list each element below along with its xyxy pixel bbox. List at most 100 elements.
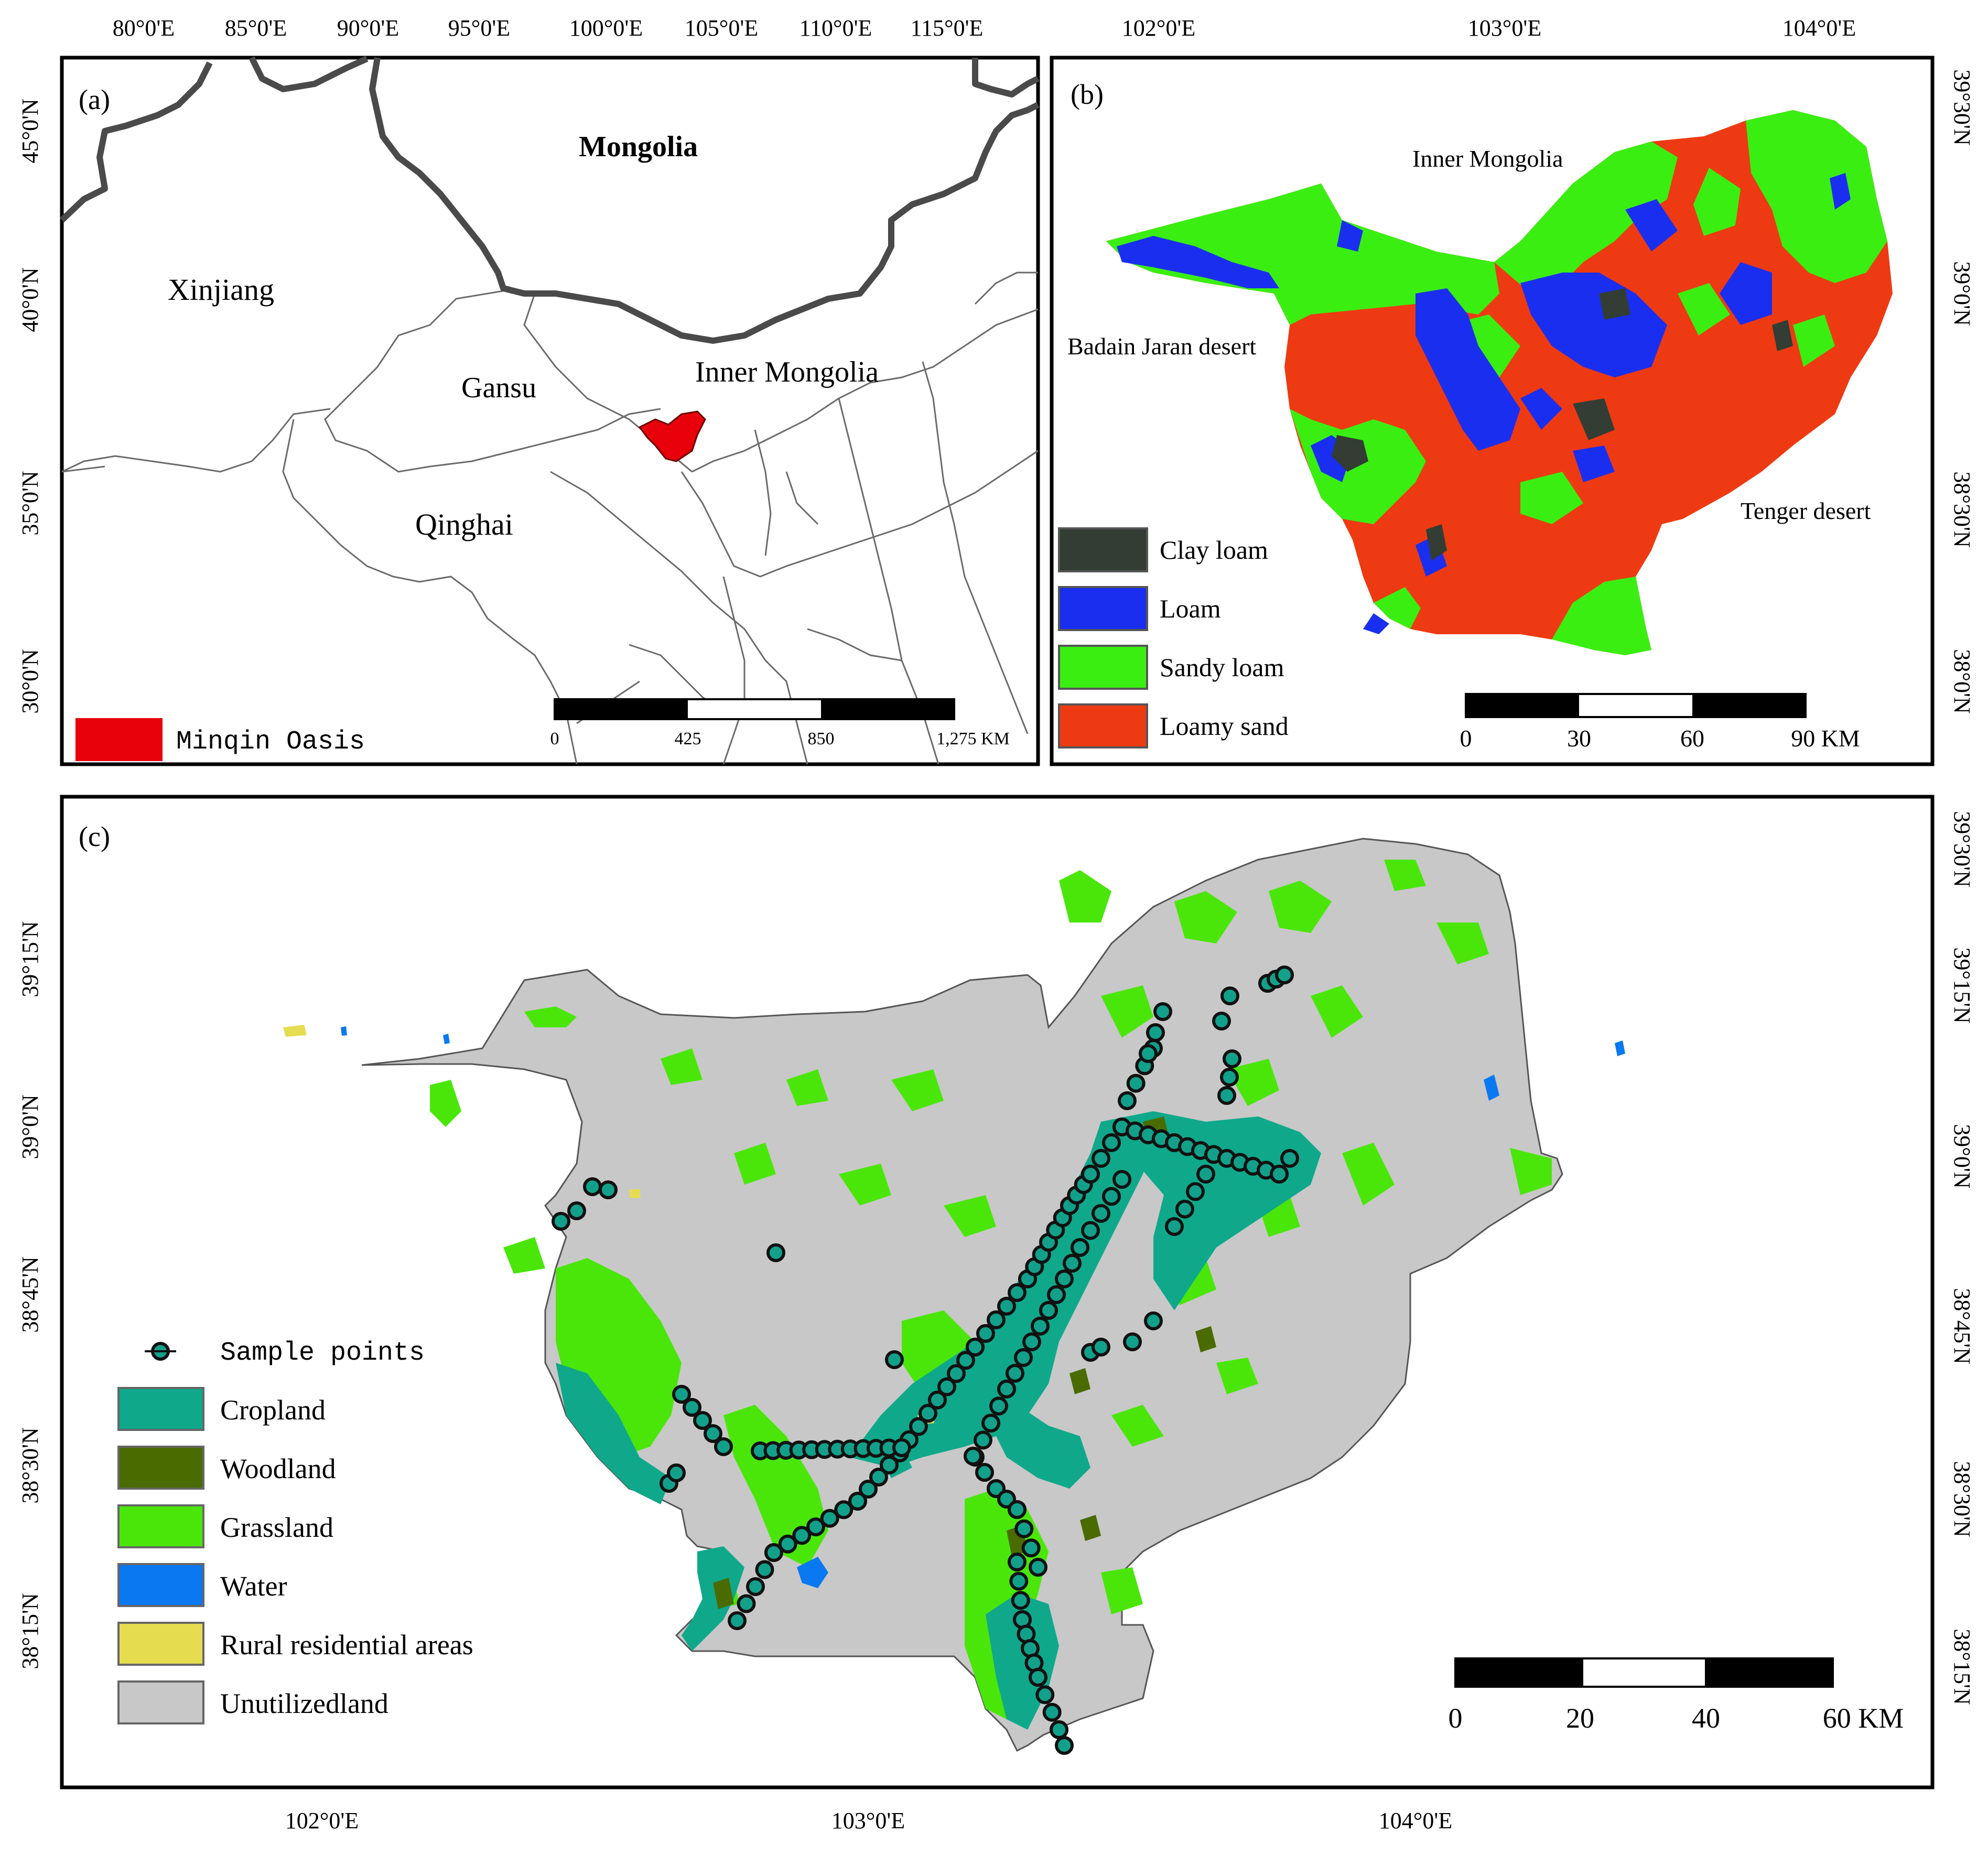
panel-c-scale-20: 20 [1566,1702,1594,1734]
panel-c-scale-60: 60 KM [1823,1702,1904,1734]
sample-point [966,1338,985,1357]
panel-b-tick-3830n: 38°30'N [1949,471,1975,547]
sample-point [672,1385,691,1404]
sample-point [552,1212,570,1231]
sample-point [1071,1238,1089,1257]
minqin-oasis-shape [638,410,706,462]
sample-point [1165,1217,1184,1236]
sample-point [937,1377,956,1396]
sample-point [885,1350,904,1369]
sample-point [928,1391,947,1409]
legend-label-sample-points: Sample points [220,1338,425,1368]
panel-c-right-tick-3915n: 39°15'N [1949,947,1975,1023]
panel-b-tick-103e: 103°0'E [1468,15,1541,41]
panel-b-legend-swatches [1058,527,1148,748]
panel-b-tick-390n: 39°0'N [1949,261,1975,326]
sample-point [1146,1023,1165,1042]
panel-a-scale-1275: 1,275 KM [936,729,1010,748]
sample-point [1123,1332,1142,1351]
sample-point [1126,1073,1146,1093]
sample-point [997,1297,1016,1316]
place-xinjiang: Xinjiang [168,273,274,307]
sample-point [583,1177,602,1196]
sample-point [1212,1012,1231,1030]
panel-c-right-tick-390n: 39°0'N [1949,1124,1975,1188]
sample-point [1039,1301,1058,1320]
place-tenger: Tenger desert [1741,497,1871,524]
minqin-oasis-legend-swatch [75,718,163,761]
sample-point [728,1611,747,1630]
panel-c-right-tick-3845n: 38°45'N [1949,1288,1975,1364]
panel-a-tick-100e: 100°0'E [569,15,643,41]
legend-swatch-water [117,1563,204,1607]
panel-c-left-tick-390n: 39°0'N [17,1094,43,1159]
sample-point [599,1180,618,1199]
sample-point [693,1411,712,1430]
sample-point [737,1594,756,1613]
sample-point [1047,1285,1066,1304]
sample-point [848,1492,867,1511]
sample-point [1102,1133,1121,1152]
panel-c-tick-102e: 102°0'E [285,1808,359,1834]
panel-c-right-tick-3930n: 39°30'N [1949,811,1975,887]
legend-label-unutilized: Unutilizedland [220,1688,388,1719]
panel-b-scale-90: 90 KM [1791,725,1860,752]
panel-a-tick-45n: 45°0'N [17,99,43,163]
panel-c-scale-40: 40 [1692,1702,1720,1734]
panel-c-label: (c) [79,821,110,852]
legend-swatch-rural-residential [117,1622,204,1666]
sample-point [1092,1204,1110,1223]
sample-point [1031,1317,1050,1336]
sample-point [1220,986,1239,1005]
legend-swatch-unutilized [117,1680,204,1724]
sample-point [746,1577,765,1596]
legend-swatch-clay-loam [1058,527,1148,572]
panel-a-tick-80e: 80°0'E [113,15,175,41]
sample-point [1008,1283,1027,1302]
sample-point [1029,1668,1047,1687]
sample-point [1217,1086,1236,1105]
sample-point [764,1543,783,1562]
legend-swatch-woodland [117,1446,204,1490]
panel-b-scale-60: 60 [1680,725,1704,752]
panel-c-left-tick-3815n: 38°15'N [17,1593,43,1669]
panel-a-tick-95e: 95°0'E [448,15,510,41]
sample-point [974,1430,992,1450]
sample-point [976,1324,995,1343]
sample-point [820,1509,839,1528]
sample-point [755,1560,774,1579]
sample-point [1196,1165,1215,1184]
legend-label-woodland: Woodland [220,1453,336,1484]
panel-a-national-border [59,56,1040,344]
sample-points [552,965,1299,1755]
sample-point [919,1404,937,1423]
panel-c-scale-bar [1454,1657,1834,1688]
legend-label-cropland: Cropland [220,1394,326,1426]
sample-point [1022,1332,1041,1351]
sample-point [806,1517,825,1536]
sample-point [1021,1538,1041,1558]
sample-point [1055,1270,1074,1288]
panel-c-right-tick-3815n: 38°15'N [1949,1629,1975,1705]
panel-b-tick-3930n: 39°30'N [1949,69,1975,145]
panel-c-tick-104e: 104°0'E [1379,1808,1452,1834]
panel-b-scale-30: 30 [1567,725,1591,752]
sample-point [1175,1199,1194,1219]
legend-label-water: Water [220,1570,287,1602]
panel-a-tick-105e: 105°0'E [685,15,758,41]
place-mongolia: Mongolia [579,131,698,163]
sample-point [1144,1311,1163,1330]
panel-b-tick-104e: 104°0'E [1782,15,1856,41]
place-inner-mongolia-a: Inner Mongolia [695,356,879,388]
panel-a-label: (a) [79,84,110,115]
sample-point [1055,1736,1074,1755]
sample-point [869,1468,888,1487]
sample-point [892,1438,911,1457]
legend-swatch-loam [1058,586,1148,631]
legend-label-loam: Loam [1160,594,1221,623]
sample-point [1063,1254,1082,1273]
sample-point [683,1398,701,1417]
sample-point [792,1526,812,1545]
panel-a-scale-bar [554,698,955,720]
panel-c-tick-103e: 103°0'E [831,1808,905,1834]
